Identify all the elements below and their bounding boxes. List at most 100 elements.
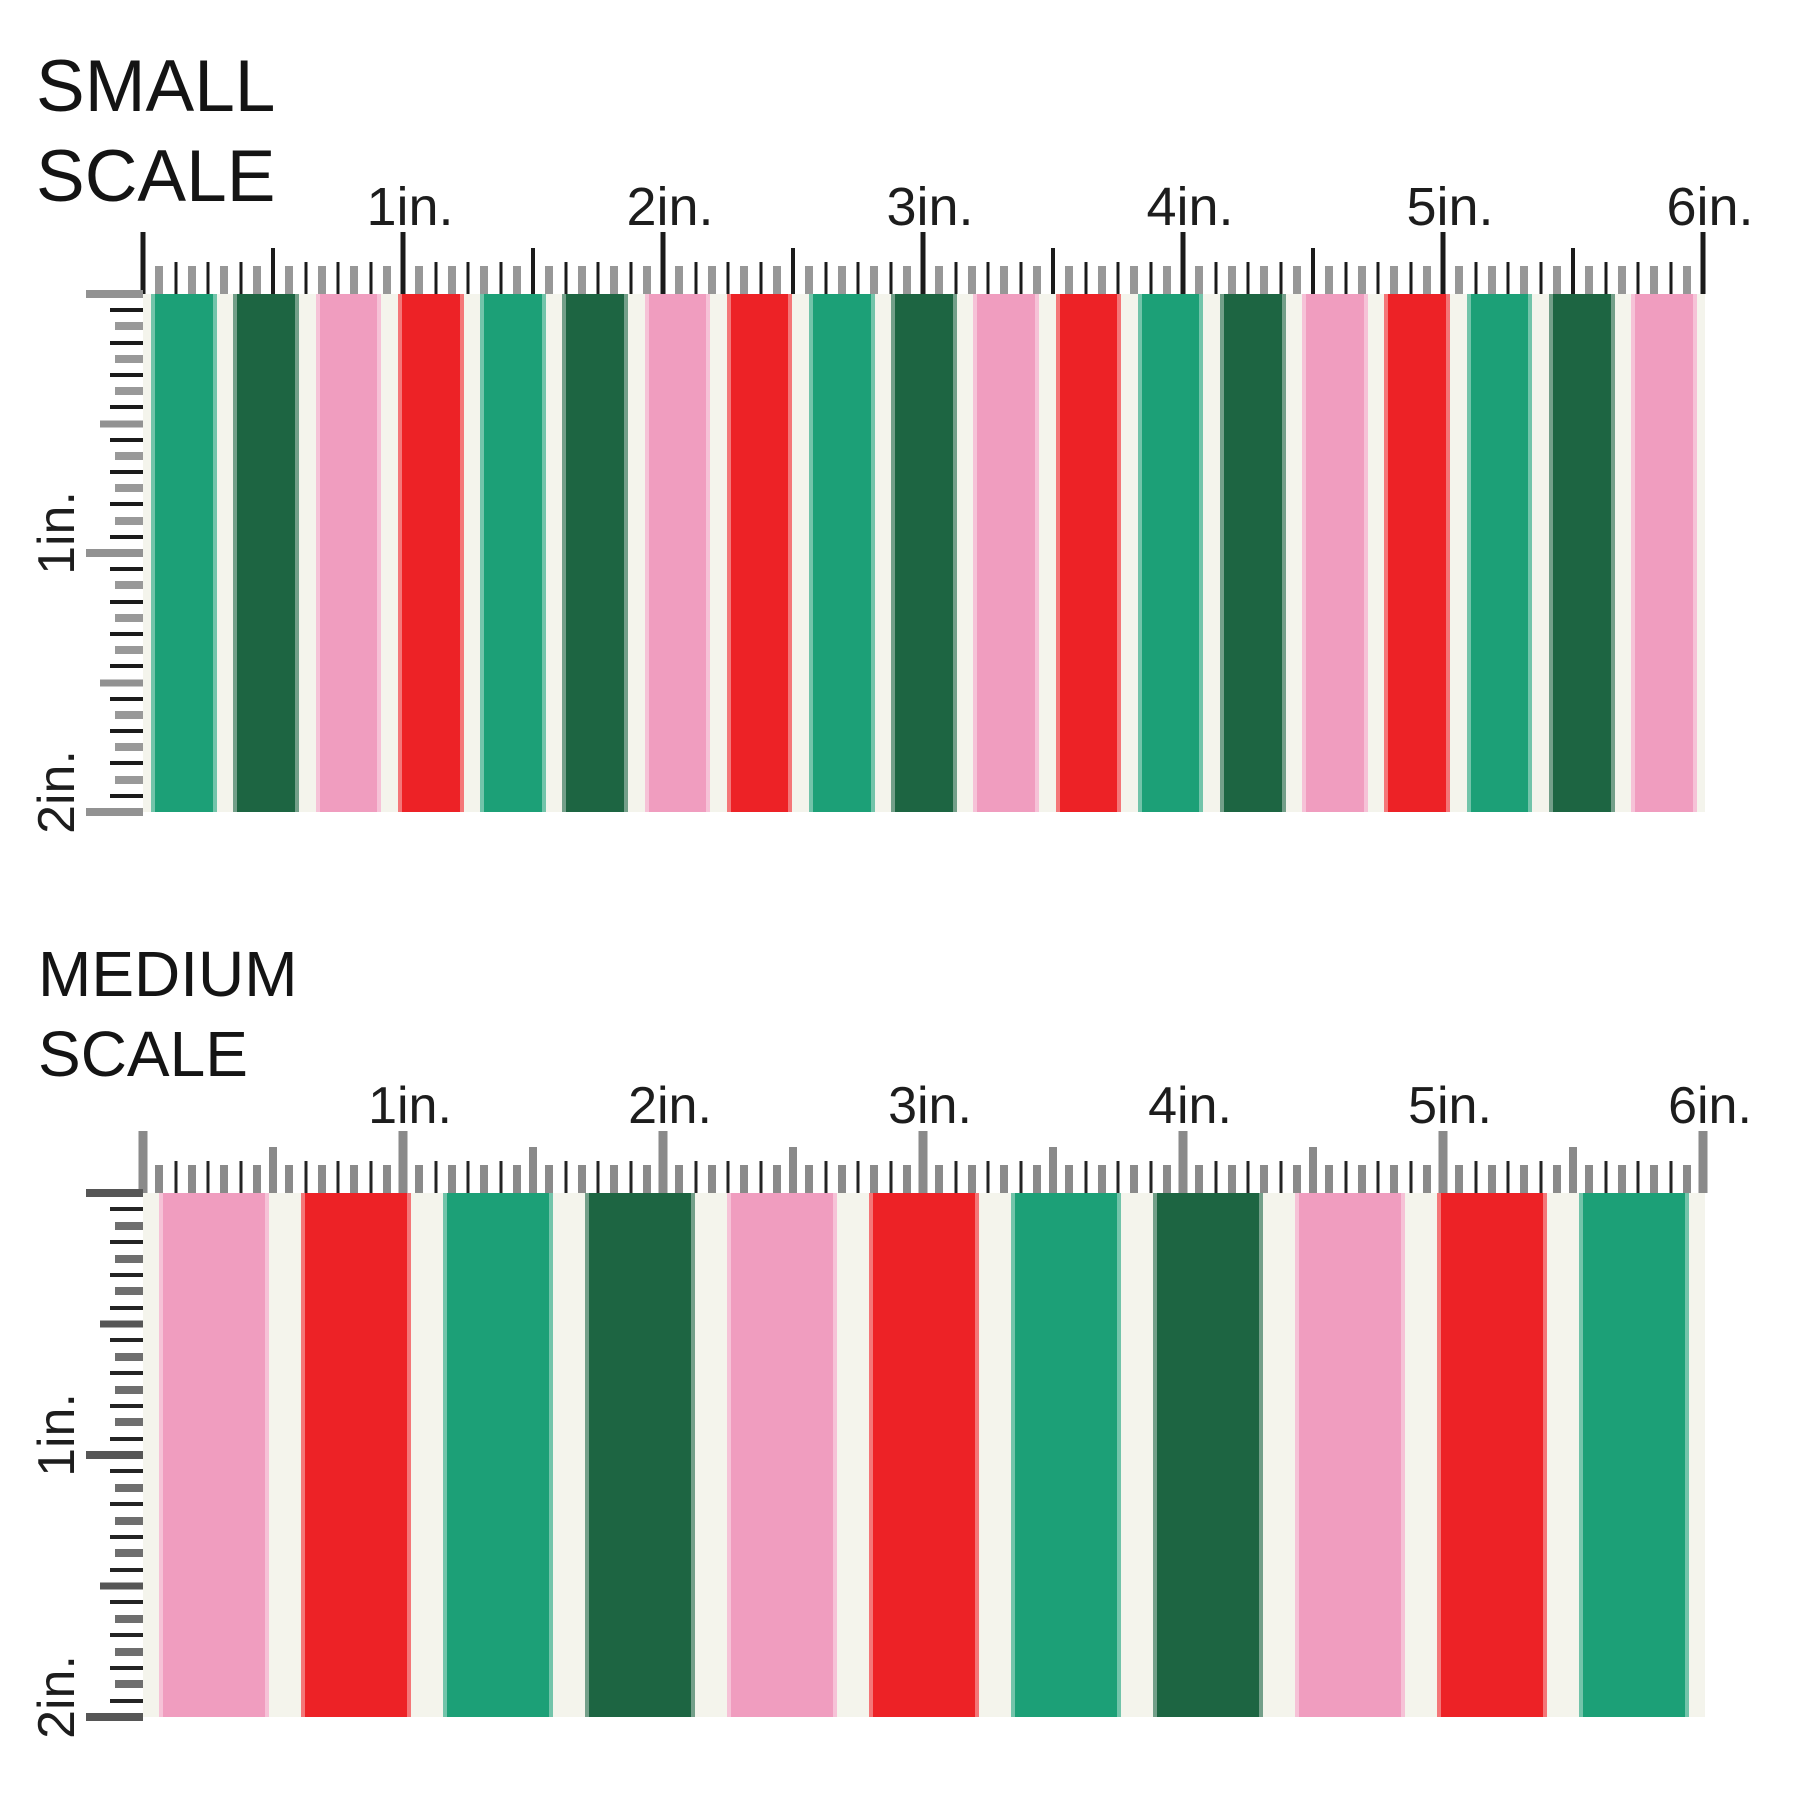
ruler-tick [115, 1418, 143, 1427]
ruler-tick [856, 262, 860, 294]
ruler-vertical-inch-label: 1in. [28, 491, 86, 575]
fabric-stripe-pink [315, 294, 382, 812]
ruler-tick [269, 1147, 277, 1193]
ruler-tick [285, 1165, 294, 1193]
ruler-tick [1585, 1165, 1594, 1193]
ruler-tick [115, 1549, 143, 1558]
ruler-tick [434, 1161, 437, 1193]
medium-scale-title: MEDIUM SCALE [38, 934, 298, 1094]
ruler-tick [1650, 1165, 1659, 1193]
ruler-tick [726, 262, 730, 294]
fabric-stripe-pink [973, 294, 1040, 812]
ruler-tick [1390, 266, 1399, 294]
ruler-tick [967, 266, 976, 294]
ruler-tick [1617, 266, 1626, 294]
ruler-tick [1311, 248, 1315, 294]
ruler-tick [954, 262, 957, 294]
ruler-tick [382, 266, 391, 294]
ruler-tick [1617, 1165, 1626, 1193]
ruler-tick [499, 262, 502, 294]
ruler-tick [1065, 266, 1074, 294]
ruler-tick [466, 1161, 470, 1193]
ruler-tick [115, 613, 143, 622]
ruler-tick [86, 1713, 143, 1721]
ruler-tick [110, 793, 143, 798]
ruler-tick [740, 266, 749, 294]
ruler-vertical-inch-label: 2in. [28, 1655, 86, 1739]
ruler-tick [1162, 266, 1171, 294]
ruler-tick [837, 266, 846, 294]
ruler-tick [110, 1403, 143, 1408]
ruler-tick [115, 516, 143, 525]
ruler-tick [174, 1161, 177, 1193]
ruler-tick [115, 743, 143, 752]
ruler-tick [1474, 262, 1477, 294]
ruler-tick [115, 1221, 143, 1230]
ruler-tick [856, 1161, 860, 1193]
fabric-stripe-dark-green [233, 294, 300, 812]
ruler-tick [512, 1165, 521, 1193]
ruler-tick [86, 1451, 143, 1459]
ruler-tick [466, 262, 470, 294]
ruler-tick [252, 266, 261, 294]
ruler-tick [902, 1165, 911, 1193]
ruler-tick [110, 437, 143, 442]
ruler-tick [694, 1161, 697, 1193]
ruler-tick [1698, 1131, 1708, 1193]
ruler-tick [740, 1165, 749, 1193]
ruler-tick [317, 266, 326, 294]
ruler-tick [986, 1161, 990, 1193]
ruler-tick [1195, 266, 1204, 294]
ruler-tick [1438, 1131, 1448, 1193]
ruler-tick [1292, 1165, 1301, 1193]
ruler-tick [1214, 262, 1217, 294]
ruler-tick [336, 262, 340, 294]
ruler-tick [789, 1147, 797, 1193]
ruler-inch-label: 6in. [1666, 177, 1754, 237]
ruler-tick [512, 266, 521, 294]
ruler-tick [1162, 1165, 1171, 1193]
ruler-tick [239, 1161, 242, 1193]
ruler-tick [805, 266, 814, 294]
ruler-tick [110, 1436, 143, 1441]
ruler-tick [1049, 1147, 1057, 1193]
ruler-tick [1019, 1161, 1022, 1193]
ruler-tick [86, 549, 143, 557]
ruler-tick [610, 1165, 619, 1193]
ruler-tick [110, 340, 143, 345]
ruler-tick [1636, 1161, 1640, 1193]
ruler-tick [1065, 1165, 1074, 1193]
ruler-tick [115, 710, 143, 719]
ruler-tick [110, 1600, 143, 1605]
ruler-inch-label: 2in. [626, 177, 714, 237]
ruler-tick [110, 1469, 143, 1474]
ruler-tick [986, 262, 990, 294]
fabric-stripe-dark-green [1220, 294, 1286, 812]
ruler-tick [220, 266, 229, 294]
ruler-tick [610, 266, 619, 294]
ruler-tick [772, 266, 781, 294]
ruler-tick [271, 248, 275, 294]
ruler-tick [531, 248, 535, 294]
fabric-stripe-dark-green [891, 294, 957, 812]
ruler-tick [1390, 1165, 1399, 1193]
fabric-stripe-red [1055, 294, 1122, 812]
fabric-stripe-green [1010, 1193, 1122, 1717]
ruler-tick [480, 266, 489, 294]
ruler-tick [759, 1161, 762, 1193]
ruler-inch-label: 3in. [888, 1077, 972, 1135]
ruler-tick [1604, 1161, 1607, 1193]
ruler-tick [629, 1161, 632, 1193]
ruler-tick [110, 1665, 143, 1670]
fabric-stripe-red [300, 1193, 412, 1717]
ruler-tick [1455, 266, 1464, 294]
ruler-tick [350, 266, 359, 294]
ruler-tick [1700, 232, 1706, 294]
ruler-tick [1604, 262, 1607, 294]
ruler-tick [824, 262, 827, 294]
ruler-tick [954, 1161, 957, 1193]
ruler-tick [447, 1165, 456, 1193]
ruler-vertical-inch-label: 1in. [28, 1393, 86, 1477]
ruler-tick [350, 1165, 359, 1193]
ruler-tick [1585, 266, 1594, 294]
